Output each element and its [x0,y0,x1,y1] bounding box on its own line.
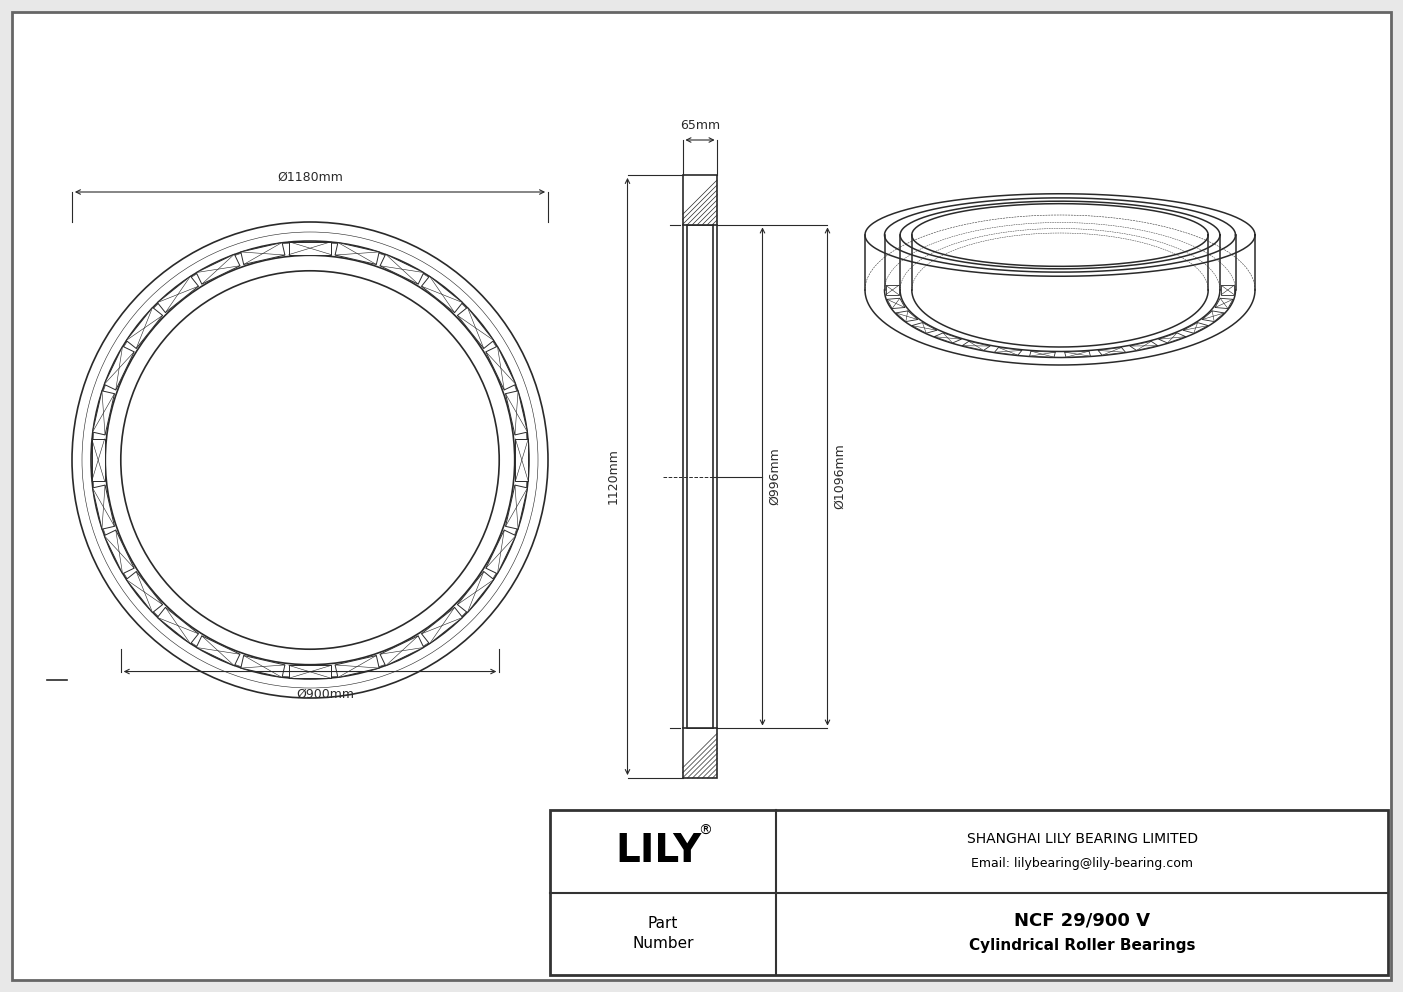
Text: SHANGHAI LILY BEARING LIMITED: SHANGHAI LILY BEARING LIMITED [967,832,1198,846]
Text: 65mm: 65mm [680,119,720,132]
Polygon shape [421,276,463,312]
Polygon shape [995,347,1021,355]
Polygon shape [485,530,516,573]
Text: Ø1096mm: Ø1096mm [833,443,846,509]
Text: Ø1180mm: Ø1180mm [276,171,342,184]
Polygon shape [104,530,135,573]
Bar [550,810,1388,975]
Text: ®: ® [699,824,713,838]
Polygon shape [91,438,105,481]
Bar [682,175,717,778]
Polygon shape [505,485,528,529]
Polygon shape [1065,351,1090,357]
Polygon shape [380,254,424,284]
Polygon shape [335,656,379,678]
Polygon shape [457,571,494,613]
Polygon shape [1030,351,1055,357]
Polygon shape [1159,333,1186,343]
Polygon shape [1202,310,1225,321]
Polygon shape [289,666,331,679]
Polygon shape [421,607,463,644]
Polygon shape [897,310,918,321]
Text: Ø900mm: Ø900mm [296,687,354,700]
Text: Cylindrical Roller Bearings: Cylindrical Roller Bearings [969,938,1195,953]
Polygon shape [912,322,937,333]
Polygon shape [1129,341,1157,350]
Text: Number: Number [633,936,694,951]
Polygon shape [1183,322,1208,333]
Polygon shape [505,391,528,434]
Text: NCF 29/900 V: NCF 29/900 V [1014,912,1150,930]
Polygon shape [93,391,115,434]
Polygon shape [885,286,899,295]
Polygon shape [241,242,285,265]
Polygon shape [887,299,905,309]
Polygon shape [241,656,285,678]
Text: Ø996mm: Ø996mm [769,447,781,505]
Text: 1120mm: 1120mm [606,448,620,505]
Polygon shape [934,333,961,343]
Text: LILY: LILY [615,832,702,870]
Polygon shape [962,341,991,350]
Polygon shape [1099,347,1125,355]
Text: Part: Part [648,917,678,931]
Polygon shape [126,571,163,613]
Polygon shape [157,607,198,644]
Polygon shape [485,346,516,390]
Polygon shape [196,254,240,284]
Polygon shape [104,346,135,390]
Polygon shape [93,485,115,529]
Polygon shape [1215,299,1233,309]
Text: Email: lilybearing@lily-bearing.com: Email: lilybearing@lily-bearing.com [971,857,1193,870]
Polygon shape [335,242,379,265]
Polygon shape [515,438,529,481]
Polygon shape [126,308,163,348]
Polygon shape [289,242,331,255]
Polygon shape [380,636,424,666]
Polygon shape [157,276,198,312]
Polygon shape [457,308,494,348]
Polygon shape [1221,286,1235,295]
Polygon shape [196,636,240,666]
